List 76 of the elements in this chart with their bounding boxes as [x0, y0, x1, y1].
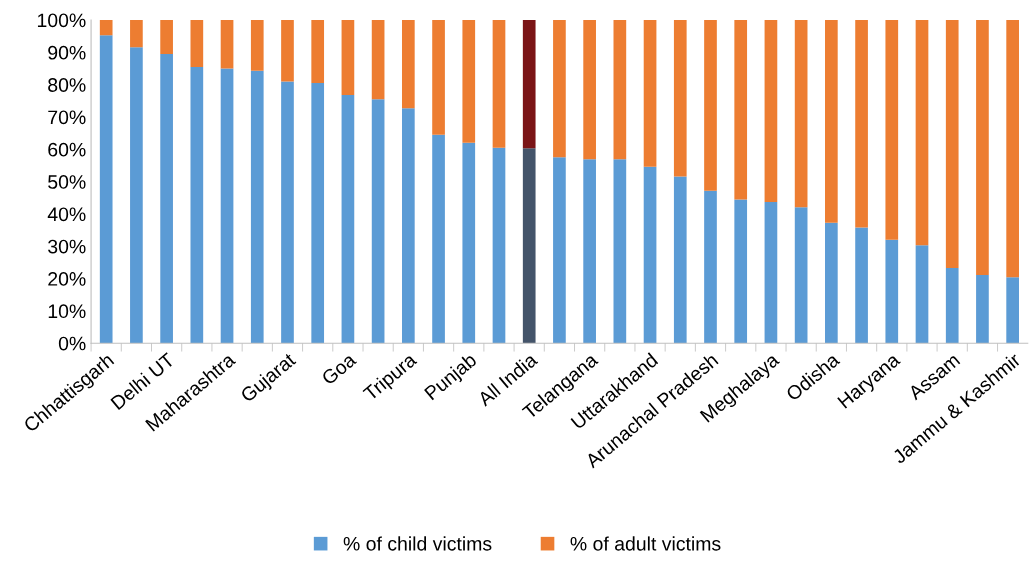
bar — [704, 190, 717, 344]
y-tick-label: 10% — [48, 304, 86, 319]
bar — [764, 20, 778, 202]
bar — [583, 159, 596, 344]
bar — [250, 70, 264, 344]
bar — [855, 20, 868, 228]
bar — [734, 20, 748, 200]
bar — [945, 20, 959, 268]
bar — [402, 20, 415, 109]
bar — [190, 66, 204, 344]
bar — [704, 20, 717, 191]
bar — [673, 176, 687, 344]
bar — [1006, 277, 1019, 344]
bar — [915, 20, 929, 246]
bar — [825, 20, 838, 223]
bar — [764, 201, 778, 344]
bar — [794, 207, 808, 344]
bar — [825, 222, 838, 344]
bar — [462, 142, 476, 344]
y-tick-label: 70% — [48, 110, 86, 125]
bar — [976, 20, 989, 276]
bar — [341, 20, 355, 95]
bar — [281, 20, 294, 82]
legend-label: % of child victims — [343, 536, 492, 551]
y-tick-label: 90% — [48, 45, 86, 60]
y-tick-label: 100% — [37, 13, 86, 28]
bar — [311, 83, 325, 344]
bar — [885, 20, 899, 240]
bar — [281, 81, 294, 344]
bar — [643, 20, 657, 167]
bar — [492, 147, 506, 344]
bar — [130, 20, 143, 48]
bar — [522, 20, 536, 149]
bar — [734, 199, 748, 344]
bar — [99, 35, 113, 344]
bar — [341, 95, 355, 344]
bar — [462, 20, 476, 143]
bar — [311, 20, 325, 84]
bar — [915, 245, 929, 344]
bar — [945, 267, 959, 344]
bar — [885, 239, 899, 344]
bar — [432, 134, 445, 344]
bar — [492, 20, 506, 148]
bar — [583, 20, 596, 160]
bar — [976, 275, 989, 344]
bar — [160, 53, 173, 344]
bar — [613, 159, 627, 344]
bar — [250, 20, 264, 71]
bar — [553, 20, 566, 158]
y-tick-label: 50% — [48, 175, 86, 189]
y-tick-label: 0% — [58, 336, 86, 351]
bar — [371, 20, 385, 100]
bar — [613, 20, 627, 160]
bar — [643, 166, 657, 344]
legend-label: % of adult victims — [570, 536, 721, 551]
bar — [220, 20, 234, 69]
y-tick-label: 60% — [48, 142, 86, 157]
y-tick-label: 40% — [47, 207, 86, 222]
bar — [855, 227, 868, 344]
bar — [794, 20, 808, 208]
y-tick-label: 20% — [48, 272, 86, 286]
bar — [432, 20, 445, 135]
bar — [220, 68, 234, 344]
bar — [402, 108, 415, 344]
bar — [1006, 20, 1019, 278]
bar — [371, 99, 385, 344]
bar — [130, 47, 143, 344]
bar — [522, 148, 536, 344]
bar — [673, 20, 687, 177]
bar — [553, 157, 566, 344]
bar — [160, 20, 173, 54]
x-tick-label: Goa — [320, 351, 358, 386]
y-tick-label: 80% — [48, 78, 86, 92]
y-tick-label: 30% — [48, 239, 86, 254]
bar — [99, 20, 113, 36]
bar — [190, 20, 204, 67]
